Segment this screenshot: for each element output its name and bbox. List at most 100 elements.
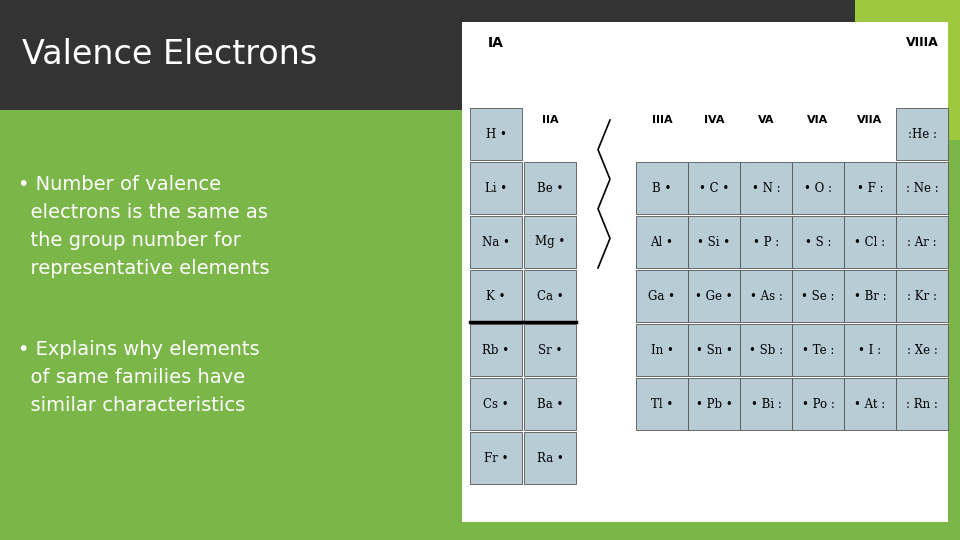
Bar xyxy=(470,432,522,484)
Bar xyxy=(844,378,896,430)
Bar xyxy=(462,22,948,522)
Bar xyxy=(470,216,522,268)
Bar xyxy=(470,324,522,376)
Text: Na •: Na • xyxy=(482,235,510,248)
Text: • Po :: • Po : xyxy=(802,397,834,410)
Bar xyxy=(855,0,960,140)
Bar xyxy=(470,108,522,160)
Text: VIIIA: VIIIA xyxy=(905,36,938,49)
Bar xyxy=(636,378,688,430)
Text: : Rn :: : Rn : xyxy=(906,397,938,410)
Text: B •: B • xyxy=(652,181,672,194)
Text: Li •: Li • xyxy=(485,181,507,194)
Text: Cs •: Cs • xyxy=(483,397,509,410)
Text: • P :: • P : xyxy=(753,235,780,248)
Bar xyxy=(0,0,855,110)
Bar xyxy=(792,378,844,430)
Bar xyxy=(792,162,844,214)
Text: of same families have: of same families have xyxy=(18,368,245,387)
Bar xyxy=(844,324,896,376)
Text: Fr •: Fr • xyxy=(484,451,508,464)
Text: VIIA: VIIA xyxy=(857,115,882,125)
Text: IIA: IIA xyxy=(541,115,559,125)
Text: Al •: Al • xyxy=(651,235,673,248)
Text: • Explains why elements: • Explains why elements xyxy=(18,340,259,359)
Bar xyxy=(844,216,896,268)
Text: Mg •: Mg • xyxy=(535,235,565,248)
Text: • C •: • C • xyxy=(699,181,730,194)
Bar xyxy=(792,324,844,376)
Bar xyxy=(896,162,948,214)
Text: Tl •: Tl • xyxy=(651,397,673,410)
Text: • Number of valence: • Number of valence xyxy=(18,175,221,194)
Text: • F :: • F : xyxy=(856,181,883,194)
Text: Ra •: Ra • xyxy=(537,451,564,464)
Text: • Sb :: • Sb : xyxy=(749,343,783,356)
Bar xyxy=(792,216,844,268)
Bar xyxy=(470,378,522,430)
Bar xyxy=(896,216,948,268)
Bar xyxy=(688,216,740,268)
Text: • Si •: • Si • xyxy=(697,235,731,248)
Bar xyxy=(740,378,792,430)
Text: In •: In • xyxy=(651,343,673,356)
Text: representative elements: representative elements xyxy=(18,259,270,278)
Bar xyxy=(896,324,948,376)
Text: • Pb •: • Pb • xyxy=(696,397,732,410)
Bar xyxy=(740,216,792,268)
Text: : Kr :: : Kr : xyxy=(907,289,937,302)
Text: VIA: VIA xyxy=(807,115,828,125)
Bar xyxy=(636,270,688,322)
Text: IVA: IVA xyxy=(704,115,724,125)
Text: • Cl :: • Cl : xyxy=(854,235,885,248)
Text: • Bi :: • Bi : xyxy=(751,397,781,410)
Bar xyxy=(740,162,792,214)
Bar xyxy=(524,270,576,322)
Text: • As :: • As : xyxy=(750,289,782,302)
Text: K •: K • xyxy=(487,289,506,302)
Text: • S :: • S : xyxy=(804,235,831,248)
Text: : Xe :: : Xe : xyxy=(906,343,937,356)
Bar xyxy=(524,378,576,430)
Bar xyxy=(688,162,740,214)
Bar xyxy=(792,270,844,322)
Text: • Br :: • Br : xyxy=(853,289,886,302)
Bar xyxy=(896,108,948,160)
Text: VA: VA xyxy=(757,115,775,125)
Text: Sr •: Sr • xyxy=(538,343,563,356)
Text: IA: IA xyxy=(488,36,504,50)
Text: : Ne :: : Ne : xyxy=(905,181,938,194)
Text: Ca •: Ca • xyxy=(537,289,564,302)
Text: • I :: • I : xyxy=(858,343,881,356)
Text: H •: H • xyxy=(486,127,507,140)
Text: : Ar :: : Ar : xyxy=(907,235,937,248)
Bar xyxy=(688,324,740,376)
Bar xyxy=(844,270,896,322)
Bar xyxy=(636,324,688,376)
Bar xyxy=(636,216,688,268)
Bar xyxy=(524,216,576,268)
Text: • Se :: • Se : xyxy=(802,289,835,302)
Bar xyxy=(524,432,576,484)
Text: Rb •: Rb • xyxy=(483,343,510,356)
Bar xyxy=(524,324,576,376)
Text: Ba •: Ba • xyxy=(537,397,564,410)
Text: Ga •: Ga • xyxy=(649,289,676,302)
Text: Be •: Be • xyxy=(537,181,564,194)
Text: Valence Electrons: Valence Electrons xyxy=(22,38,317,71)
Text: • Te :: • Te : xyxy=(802,343,834,356)
Bar xyxy=(740,270,792,322)
Bar xyxy=(636,162,688,214)
Text: • N :: • N : xyxy=(752,181,780,194)
Bar xyxy=(524,162,576,214)
Text: electrons is the same as: electrons is the same as xyxy=(18,203,268,222)
Text: IIIA: IIIA xyxy=(652,115,672,125)
Bar xyxy=(844,162,896,214)
Text: similar characteristics: similar characteristics xyxy=(18,396,245,415)
Bar xyxy=(688,378,740,430)
Text: • O :: • O : xyxy=(804,181,832,194)
Text: • Sn •: • Sn • xyxy=(696,343,732,356)
Bar xyxy=(896,378,948,430)
Bar xyxy=(470,162,522,214)
Bar xyxy=(688,270,740,322)
